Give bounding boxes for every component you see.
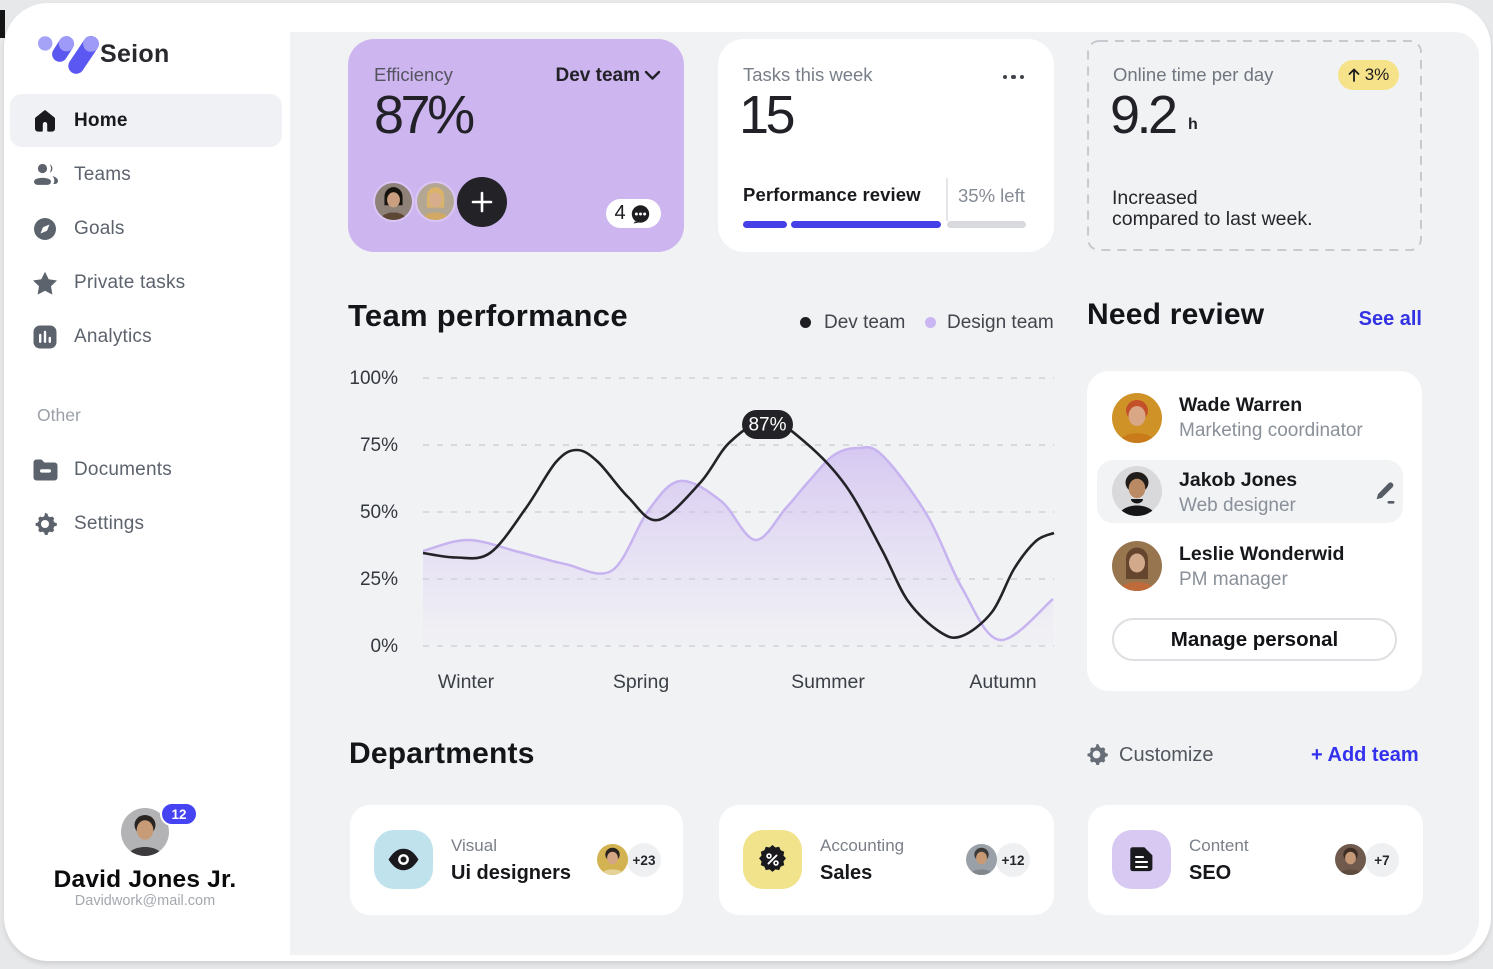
svg-text:87%: 87% [748,415,786,436]
